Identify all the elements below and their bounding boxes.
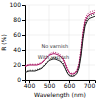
x-axis: 400 500 600 700 xyxy=(24,80,96,89)
y-tick: 80 xyxy=(13,16,25,23)
x-grid-line xyxy=(29,5,30,80)
y-tick-label: 100 xyxy=(10,1,22,8)
y-tick: 20 xyxy=(13,61,25,68)
x-tick: 500 xyxy=(44,80,56,89)
y-axis-line xyxy=(22,6,26,81)
y-tick: 40 xyxy=(13,46,25,53)
x-grid-line xyxy=(69,5,70,80)
y-tick-label: 80 xyxy=(13,16,21,23)
y-tick-mark xyxy=(22,5,25,6)
annotation: No varnish xyxy=(41,43,68,49)
y-tick-mark xyxy=(22,65,25,66)
x-tick-label: 700 xyxy=(84,82,96,89)
y-axis-title: R (%) xyxy=(0,34,7,50)
y-tick-label: 20 xyxy=(13,61,21,68)
y-tick: 100 xyxy=(10,1,25,8)
annotations: No varnish With varnish xyxy=(38,43,69,60)
x-tick: 600 xyxy=(64,80,76,89)
series-line xyxy=(25,10,95,73)
y-tick-label: 40 xyxy=(13,46,21,53)
y-axis: 0 20 40 60 80 100 xyxy=(10,1,26,83)
y-tick: 60 xyxy=(13,31,25,38)
y-tick: 0 xyxy=(17,76,25,83)
x-tick-label: 500 xyxy=(44,82,56,89)
y-grid-line xyxy=(25,5,95,6)
x-tick: 400 xyxy=(24,80,36,89)
plot: 400 500 600 700 0 20 40 60 80 100 No varnish With v… xyxy=(10,1,96,89)
x-axis-title: Wavelength (nm) xyxy=(34,91,86,99)
lines xyxy=(25,10,95,76)
series-line xyxy=(25,14,95,76)
y-tick-mark xyxy=(22,35,25,36)
y-tick-mark xyxy=(22,50,25,51)
y-tick-label: 60 xyxy=(13,31,21,38)
chart: 400 500 600 700 0 20 40 60 80 100 No varnish With v… xyxy=(0,0,100,99)
y-grid-line xyxy=(25,35,95,36)
y-tick-label: 0 xyxy=(17,76,21,83)
grid xyxy=(25,5,95,80)
x-tick: 700 xyxy=(84,80,96,89)
y-tick-mark xyxy=(22,20,25,21)
x-tick-label: 600 xyxy=(64,82,76,89)
series-line xyxy=(25,13,95,75)
x-tick-label: 400 xyxy=(24,82,36,89)
y-tick-mark xyxy=(22,80,25,81)
annotation: With varnish xyxy=(38,54,69,60)
y-grid-line xyxy=(25,50,95,51)
